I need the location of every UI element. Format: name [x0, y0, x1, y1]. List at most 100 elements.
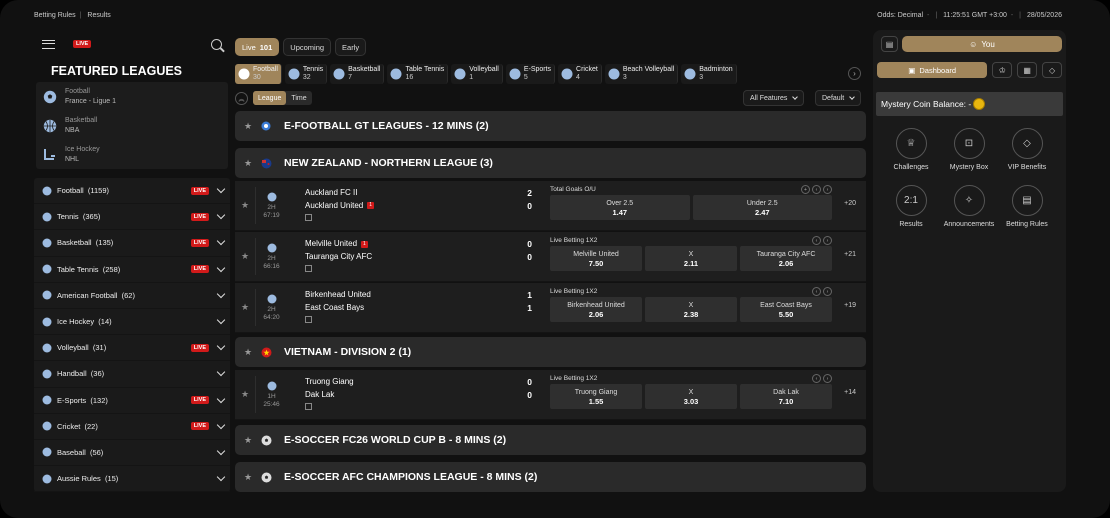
vip-benefits-button[interactable]: ◇ VIP Benefits: [998, 128, 1056, 171]
league-header[interactable]: ★ E-FOOTBALL GT LEAGUES - 12 MINS (2): [235, 111, 866, 141]
all-features-dropdown[interactable]: All Features: [743, 90, 805, 106]
sidebar-item-sport[interactable]: Baseball (56): [34, 440, 230, 467]
more-markets-link[interactable]: +19: [844, 302, 856, 309]
away-team[interactable]: Auckland United 1 0: [305, 200, 532, 211]
sidebar-item-sport[interactable]: Ice Hockey (14): [34, 309, 230, 336]
home-team[interactable]: Auckland FC II 2: [305, 188, 532, 198]
away-team[interactable]: Tauranga City AFC 0: [305, 251, 532, 262]
league-header[interactable]: ★ E-SOCCER AFC CHAMPIONS LEAGUE - 8 MINS…: [235, 462, 866, 492]
mystery-box-button[interactable]: ⊡ Mystery Box: [940, 128, 998, 171]
odds-button[interactable]: X 3.03: [645, 384, 737, 409]
league-header[interactable]: ★ VIETNAM - DIVISION 2 (1): [235, 337, 866, 367]
favorite-star-icon[interactable]: ★: [240, 302, 250, 312]
sport-filter-table-tennis[interactable]: Table Tennis 16: [387, 64, 449, 84]
chevron-right-icon[interactable]: ›: [823, 236, 832, 245]
add-icon[interactable]: +: [801, 185, 810, 194]
chevron-left-icon[interactable]: ‹: [812, 374, 821, 383]
odds-button[interactable]: Under 2.5 2.47: [692, 195, 832, 220]
betting-rules-link[interactable]: Betting Rules: [34, 11, 76, 19]
sidebar-item-sport[interactable]: Table Tennis (258) LIVE: [34, 257, 230, 283]
stats-icon[interactable]: [305, 316, 312, 323]
featured-item-football[interactable]: Football France - Ligue 1: [36, 82, 228, 111]
announcements-button[interactable]: ✧ Announcements: [940, 185, 998, 228]
stats-icon[interactable]: [305, 403, 312, 410]
sidebar-item-sport[interactable]: Tennis (365) LIVE: [34, 204, 230, 231]
chevron-right-icon[interactable]: ›: [823, 287, 832, 296]
betslip-icon[interactable]: ▤: [881, 36, 898, 52]
panel-tab-icon[interactable]: ▦: [1017, 62, 1038, 78]
chevron-down-icon[interactable]: [216, 237, 226, 246]
sidebar-item-sport[interactable]: American Football (62): [34, 283, 230, 309]
league-header[interactable]: ★ E-SOCCER FC26 WORLD CUP B - 8 MINS (2): [235, 425, 866, 455]
chevron-down-icon[interactable]: [216, 341, 226, 351]
chevron-right-icon[interactable]: ›: [848, 67, 861, 80]
betting-rules-button[interactable]: ▤ Betting Rules: [998, 185, 1056, 228]
odds-button[interactable]: X 2.11: [645, 246, 737, 271]
you-button[interactable]: ☺ You: [902, 36, 1062, 52]
more-markets-link[interactable]: +20: [844, 200, 856, 207]
sort-league-button[interactable]: League: [253, 91, 287, 105]
sport-filter-badminton[interactable]: Badminton 3: [681, 64, 737, 84]
favorite-star-icon[interactable]: ★: [240, 251, 250, 261]
stats-icon[interactable]: [305, 214, 312, 221]
featured-item-ice-hockey[interactable]: Ice Hockey NHL: [36, 140, 228, 169]
default-sort-dropdown[interactable]: Default: [815, 90, 862, 106]
collapse-all-icon[interactable]: ︽: [235, 91, 248, 105]
sport-filter-volleyball[interactable]: Volleyball 1: [451, 64, 503, 84]
odds-button[interactable]: East Coast Bays 5.50: [740, 297, 832, 322]
odds-format[interactable]: Odds: Decimal: [877, 11, 924, 19]
favorite-star-icon[interactable]: ★: [244, 471, 253, 482]
more-markets-link[interactable]: +14: [844, 389, 856, 396]
home-team[interactable]: Birkenhead United 1: [305, 290, 532, 300]
favorite-star-icon[interactable]: ★: [244, 157, 253, 168]
tab-early[interactable]: Early: [335, 38, 367, 56]
chevron-down-icon[interactable]: [216, 446, 226, 456]
chevron-down-icon[interactable]: [216, 420, 226, 430]
sidebar-item-sport[interactable]: Cricket (22) LIVE: [34, 414, 230, 440]
chevron-down-icon[interactable]: [216, 315, 226, 325]
sport-filter-e-sports[interactable]: E-Sports 5: [505, 64, 556, 84]
results-link[interactable]: Results: [87, 11, 111, 19]
challenges-button[interactable]: ♕ Challenges: [882, 128, 940, 171]
odds-button[interactable]: Truong Giang 1.55: [550, 384, 642, 409]
odds-button[interactable]: X 2.38: [645, 297, 737, 322]
sport-filter-tennis[interactable]: Tennis 32: [284, 64, 328, 84]
dashboard-tab[interactable]: ▣ Dashboard: [877, 62, 988, 78]
sidebar-item-sport[interactable]: Aussie Rules (15): [34, 466, 230, 493]
chevron-down-icon[interactable]: [216, 368, 226, 377]
sidebar-item-sport[interactable]: Basketball (135) LIVE: [34, 230, 230, 257]
chevron-right-icon[interactable]: ›: [823, 185, 832, 194]
odds-button[interactable]: Dak Lak 7.10: [740, 384, 832, 409]
results-button[interactable]: 2:1 Results: [882, 185, 940, 228]
home-team[interactable]: Truong Giang 0: [305, 377, 532, 387]
odds-button[interactable]: Over 2.5 1.47: [550, 195, 690, 220]
favorite-star-icon[interactable]: ★: [244, 434, 253, 445]
favorite-star-icon[interactable]: ★: [244, 120, 253, 131]
sidebar-item-sport[interactable]: Handball (36): [34, 361, 230, 388]
chevron-down-icon[interactable]: [216, 263, 226, 272]
diamond-tab-icon[interactable]: ◇: [1042, 62, 1062, 78]
sport-filter-basketball[interactable]: Basketball 7: [330, 64, 385, 84]
trophy-tab-icon[interactable]: ♔: [992, 62, 1013, 78]
tab-live[interactable]: Live 101: [235, 38, 280, 56]
search-icon[interactable]: [211, 38, 222, 50]
sort-time-button[interactable]: Time: [291, 94, 307, 102]
odds-button[interactable]: Birkenhead United 2.06: [550, 297, 642, 322]
away-team[interactable]: East Coast Bays 1: [305, 302, 532, 313]
chevron-down-icon[interactable]: [216, 211, 226, 220]
sport-filter-cricket[interactable]: Cricket 4: [558, 64, 602, 84]
favorite-star-icon[interactable]: ★: [240, 389, 250, 399]
chevron-down-icon[interactable]: [216, 289, 226, 299]
chevron-left-icon[interactable]: ‹: [812, 287, 821, 296]
chevron-right-icon[interactable]: ›: [823, 374, 832, 383]
chevron-down-icon[interactable]: [216, 184, 226, 194]
sidebar-item-sport[interactable]: E-Sports (132) LIVE: [34, 388, 230, 414]
sidebar-item-sport[interactable]: Volleyball (31) LIVE: [34, 335, 230, 362]
chevron-left-icon[interactable]: ‹: [812, 185, 821, 194]
odds-button[interactable]: Tauranga City AFC 2.06: [740, 246, 832, 271]
home-team[interactable]: Melville United 1 0: [305, 239, 532, 249]
sport-filter-football[interactable]: Football 30: [235, 64, 282, 84]
odds-button[interactable]: Melville United 7.50: [550, 246, 642, 271]
more-markets-link[interactable]: +21: [844, 251, 856, 258]
tab-upcoming[interactable]: Upcoming: [283, 38, 332, 56]
